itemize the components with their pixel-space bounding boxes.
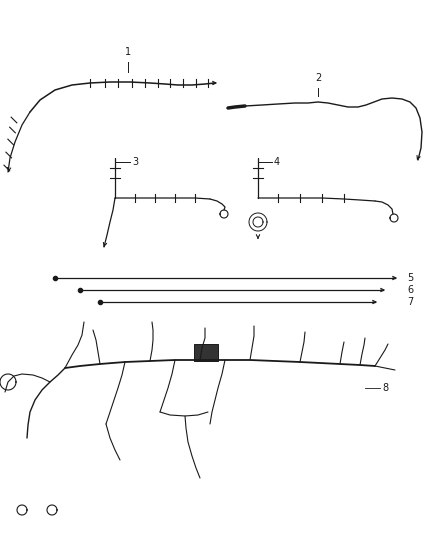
Text: 4: 4 bbox=[274, 157, 280, 167]
Text: 1: 1 bbox=[125, 47, 131, 57]
Text: 3: 3 bbox=[132, 157, 138, 167]
Text: 2: 2 bbox=[315, 73, 321, 83]
Text: 7: 7 bbox=[407, 297, 413, 307]
FancyBboxPatch shape bbox=[194, 344, 218, 361]
Text: 6: 6 bbox=[407, 285, 413, 295]
Text: 5: 5 bbox=[407, 273, 413, 283]
Text: 8: 8 bbox=[382, 383, 388, 393]
